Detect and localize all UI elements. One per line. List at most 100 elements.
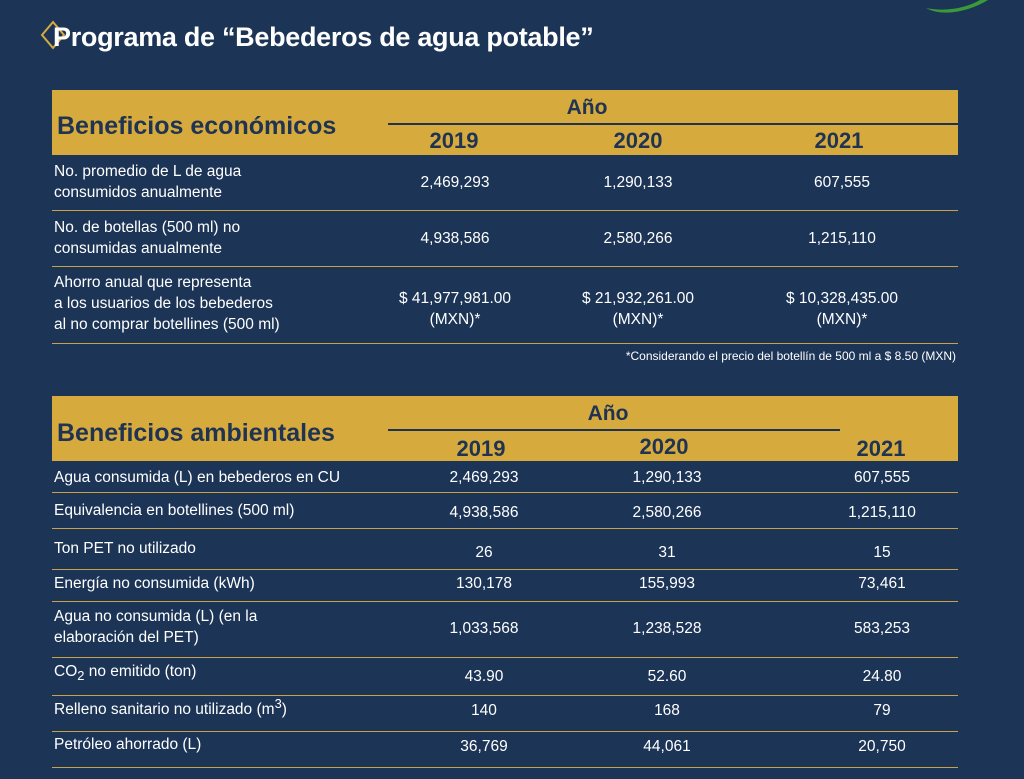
label-text: Relleno sanitario no utilizado (m bbox=[54, 701, 275, 718]
cell-value-2021: 15 bbox=[873, 544, 891, 561]
cell-value-2020: 2,580,266 bbox=[632, 504, 702, 521]
row-label: Agua consumida (L) en bebederos en CU bbox=[54, 467, 340, 488]
text-line: Equivalencia en botellines (500 ml) bbox=[54, 502, 295, 519]
year-header: Año bbox=[566, 96, 608, 119]
text-line: 4,938,586 bbox=[420, 230, 490, 247]
text-line: 2,469,293 bbox=[420, 174, 490, 191]
cell-value-2021: 1,215,110 bbox=[848, 504, 916, 521]
environmental-table-header: Beneficios ambientales Año 2019 2020 202… bbox=[52, 396, 958, 461]
text-line: $ 21,932,261.00 bbox=[581, 290, 695, 307]
table-row: Energía no consumida (kWh) 130,178 155,993… bbox=[52, 569, 958, 602]
cell-value-2019: $ 41,977,981.00 (MXN)* bbox=[399, 288, 511, 330]
text-line: Ton PET no utilizado bbox=[54, 540, 196, 557]
cell-value-2020: 1,290,133 bbox=[604, 172, 673, 193]
cell-value-2021: 607,555 bbox=[853, 469, 911, 486]
row-label: Petróleo ahorrado (L) bbox=[54, 734, 201, 755]
row-label: Relleno sanitario no utilizado (m3) bbox=[54, 695, 287, 720]
row-label: Ton PET no utilizado bbox=[54, 538, 196, 559]
superscript: 3 bbox=[274, 695, 282, 711]
label-text: no emitido (ton) bbox=[84, 663, 197, 680]
subscript: 2 bbox=[77, 668, 85, 684]
text-line: (MXN)* bbox=[612, 311, 664, 328]
year-2020: 2020 bbox=[639, 434, 689, 459]
cell-value-2019: 130,178 bbox=[455, 575, 513, 592]
text-line: $ 10,328,435.00 bbox=[785, 290, 899, 307]
cell-value-2019: 140 bbox=[471, 702, 497, 719]
cell-value-2020: 1,290,133 bbox=[632, 469, 702, 486]
year-header-rule bbox=[388, 123, 958, 125]
table-row: Equivalencia en botellines (500 ml) 4,938… bbox=[52, 492, 958, 529]
table-row: Petróleo ahorrado (L) 36,769 44,061 20,750 bbox=[52, 731, 958, 768]
cell-value-2020: 155,993 bbox=[638, 575, 696, 592]
text-line: (MXN)* bbox=[429, 311, 481, 328]
economic-section-title: Beneficios económicos bbox=[57, 112, 337, 140]
text-line: al no comprar botellines (500 ml) bbox=[54, 316, 280, 333]
text-line: Agua no consumida (L) (en la bbox=[54, 608, 258, 625]
cell-value-2019: 4,938,586 bbox=[449, 504, 519, 521]
table-row: Agua no consumida (L) (en la elaboración … bbox=[52, 601, 958, 658]
row-label: CO2 no emitido (ton) bbox=[54, 661, 196, 682]
cell-value-2019: 1,033,568 bbox=[449, 620, 519, 637]
cell-value-2020: 2,580,266 bbox=[604, 228, 673, 249]
year-2020: 2020 bbox=[613, 128, 663, 153]
cell-value-2021: 73,461 bbox=[858, 575, 906, 592]
table-row: CO2 no emitido (ton) 43.90 52.60 24.80 bbox=[52, 657, 958, 696]
cell-value-2020: 168 bbox=[654, 702, 680, 719]
text-line: Petróleo ahorrado (L) bbox=[54, 736, 202, 753]
row-label: No. de botellas (500 ml) no consumidas an… bbox=[54, 217, 240, 259]
text-line: consumidos anualmente bbox=[54, 184, 223, 201]
table-row: No. de botellas (500 ml) no consumidas an… bbox=[52, 210, 958, 267]
cell-value-2020: 1,238,528 bbox=[632, 620, 702, 637]
diamond-outline-icon bbox=[40, 20, 66, 50]
row-label: No. promedio de L de agua consumidos anua… bbox=[54, 161, 241, 203]
text-line: 1,290,133 bbox=[603, 174, 673, 191]
table-row: Agua consumida (L) en bebederos en CU 2,4… bbox=[52, 461, 958, 493]
text-line: 2,580,266 bbox=[603, 230, 673, 247]
text-line: Energía no consumida (kWh) bbox=[54, 575, 255, 592]
cell-value-2021: $ 10,328,435.00 (MXN)* bbox=[786, 288, 898, 330]
cell-value-2020: $ 21,932,261.00 (MXN)* bbox=[582, 288, 694, 330]
page-title: Programa de “Bebederos de agua potable” bbox=[53, 22, 594, 52]
cell-value-2020: 52.60 bbox=[647, 668, 687, 685]
table-row: No. promedio de L de agua consumidos anua… bbox=[52, 155, 958, 211]
text-line: a los usuarios de los bebederos bbox=[54, 295, 273, 312]
year-2019: 2019 bbox=[456, 436, 506, 461]
row-label: Equivalencia en botellines (500 ml) bbox=[54, 500, 294, 521]
year-2019: 2019 bbox=[429, 128, 479, 153]
economic-table-header: Beneficios económicos Año 2019 2020 2021 bbox=[52, 90, 958, 155]
table-row: Relleno sanitario no utilizado (m3) 140 16… bbox=[52, 695, 958, 732]
row-label: Ahorro anual que representa a los usuario… bbox=[54, 272, 280, 335]
text-line: (MXN)* bbox=[816, 311, 868, 328]
table-row: Ahorro anual que representa a los usuario… bbox=[52, 266, 958, 344]
cell-value-2021: 607,555 bbox=[814, 172, 870, 193]
cell-value-2019: 26 bbox=[475, 544, 493, 561]
text-line: 1,215,110 bbox=[808, 230, 876, 247]
text-line: 607,555 bbox=[813, 174, 871, 191]
text-line: Agua consumida (L) en bebederos en CU bbox=[54, 469, 341, 486]
cell-value-2021: 1,215,110 bbox=[808, 228, 876, 249]
cell-value-2020: 44,061 bbox=[643, 738, 691, 755]
cell-value-2019: 4,938,586 bbox=[421, 228, 490, 249]
year-header-rule bbox=[388, 429, 840, 431]
year-2021: 2021 bbox=[856, 436, 906, 461]
cell-value-2019: 43.90 bbox=[464, 668, 504, 685]
row-label: Agua no consumida (L) (en la elaboración … bbox=[54, 606, 257, 648]
footnote: *Considerando el precio del botellín de … bbox=[625, 349, 956, 363]
text-line: elaboración del PET) bbox=[54, 629, 199, 646]
cell-value-2019: 36,769 bbox=[460, 738, 508, 755]
leaf-icon bbox=[926, 0, 988, 13]
cell-value-2021: 79 bbox=[873, 702, 891, 719]
text-line: $ 41,977,981.00 bbox=[398, 290, 512, 307]
text-line: No. promedio de L de agua bbox=[54, 163, 242, 180]
cell-value-2019: 2,469,293 bbox=[421, 172, 490, 193]
label-text: CO bbox=[54, 663, 78, 680]
text-line: consumidas anualmente bbox=[54, 240, 223, 257]
cell-value-2020: 31 bbox=[658, 544, 676, 561]
cell-value-2021: 583,253 bbox=[853, 620, 911, 637]
table-row: Ton PET no utilizado 26 31 15 bbox=[52, 528, 958, 570]
label-text: ) bbox=[281, 701, 287, 718]
environmental-section-title: Beneficios ambientales bbox=[57, 419, 335, 447]
year-header: Año bbox=[587, 402, 629, 425]
cell-value-2021: 24.80 bbox=[862, 668, 902, 685]
cell-value-2021: 20,750 bbox=[858, 738, 906, 755]
